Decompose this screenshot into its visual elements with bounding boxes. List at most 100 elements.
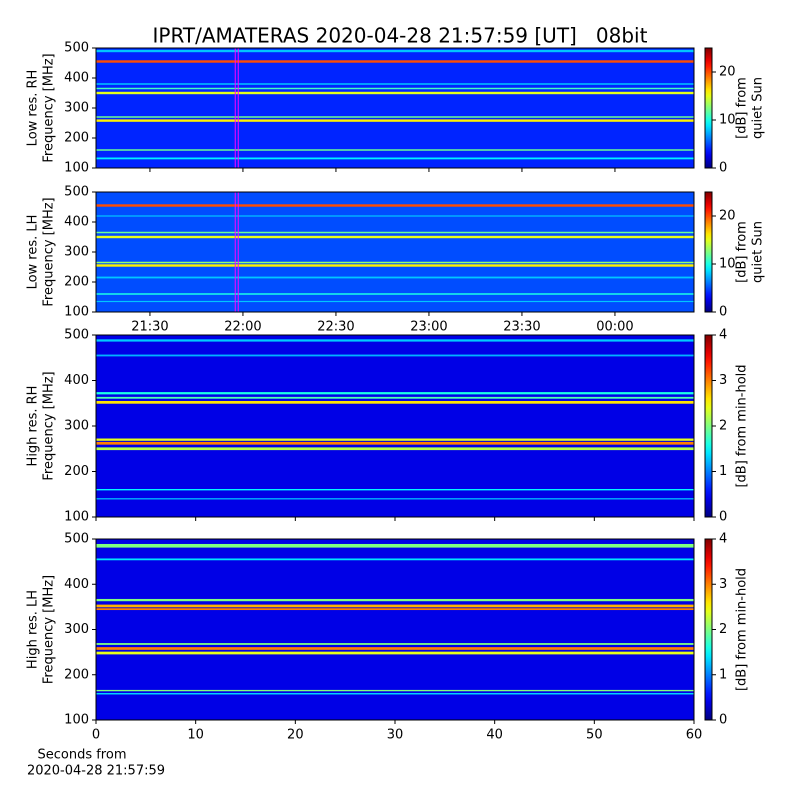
x-tick-label: 22:00: [224, 320, 261, 335]
heatmap-band: [96, 651, 694, 655]
colorbar-tick-label: 1: [719, 667, 727, 682]
heatmap-band: [96, 354, 694, 357]
heatmap-band: [96, 215, 694, 217]
x-tick-label: 60: [686, 728, 703, 743]
y-axis-label: Low res. LH: [26, 215, 41, 290]
colorbar: [704, 191, 713, 313]
x-tick-label: 20: [287, 728, 304, 743]
colorbar-tick-label: 0: [719, 510, 727, 525]
y-axis-label: Frequency [MHz]: [42, 197, 57, 306]
colorbar-tick-label: 0: [719, 161, 727, 176]
y-tick-label: 500: [64, 41, 89, 56]
colorbar-tick-label: 4: [719, 328, 727, 343]
heatmap-band: [96, 87, 694, 90]
heatmap-band: [96, 598, 694, 602]
x-tick-label: 40: [486, 728, 503, 743]
heatmap-band: [96, 400, 694, 404]
heatmap-band: [96, 689, 694, 692]
y-tick-label: 500: [64, 185, 89, 200]
heatmap-band: [96, 235, 694, 239]
colorbar-tick-label: 10: [719, 113, 736, 128]
heatmap-band: [96, 396, 694, 399]
heatmap-band: [96, 608, 694, 611]
x-tick-label: 10: [187, 728, 204, 743]
heatmap-background: [96, 335, 694, 517]
y-tick-label: 300: [64, 622, 89, 637]
y-tick-label: 100: [64, 713, 89, 728]
heatmap-band: [96, 438, 694, 441]
heatmap-background: [96, 539, 694, 720]
heatmap-band: [96, 339, 694, 342]
colorbar-tick-label: 2: [719, 622, 727, 637]
heatmap-band: [96, 441, 694, 445]
y-tick-label: 300: [64, 101, 89, 116]
figure-title: IPRT/AMATERAS 2020-04-28 21:57:59 [UT] 0…: [153, 24, 648, 48]
heatmap-band: [96, 647, 694, 650]
heatmap-band: [96, 300, 694, 303]
heatmap-band: [96, 293, 694, 295]
heatmap-band: [96, 489, 694, 491]
x-tick-label: 30: [387, 728, 404, 743]
heatmap-band: [96, 119, 694, 122]
y-axis-label: Low res. RH: [26, 70, 41, 147]
colorbar-tick-label: 0: [719, 713, 727, 728]
colorbar-tick-label: 3: [719, 577, 727, 592]
colorbar-label: [dB] from: [735, 221, 750, 283]
x-tick-label: 22:30: [317, 320, 354, 335]
colorbar-label: [dB] from min-hold: [735, 568, 750, 691]
heatmap-band: [96, 149, 694, 151]
y-tick-label: 500: [64, 328, 89, 343]
y-axis-label: Frequency [MHz]: [42, 575, 57, 684]
y-tick-label: 500: [64, 532, 89, 547]
x-axis-label: Seconds from: [37, 748, 126, 763]
colorbar-tick-label: 2: [719, 419, 727, 434]
heatmap-band: [96, 261, 694, 264]
x-tick-label: 21:30: [131, 320, 168, 335]
heatmap-background: [96, 48, 694, 168]
y-axis-label: High res. LH: [26, 590, 41, 669]
colorbar: [704, 538, 713, 721]
heatmap-band: [96, 498, 694, 500]
colorbar-label: quiet Sun: [751, 77, 766, 139]
heatmap-band: [96, 157, 694, 160]
heatmap-band: [96, 83, 694, 85]
heatmap-band: [96, 447, 694, 451]
y-tick-label: 100: [64, 305, 89, 320]
x-tick-label: 0: [92, 728, 100, 743]
y-axis-label: High res. RH: [26, 386, 41, 467]
x-tick-label: 00:00: [596, 320, 633, 335]
colorbar-tick-label: 10: [719, 257, 736, 272]
colorbar-label: quiet Sun: [751, 221, 766, 283]
heatmap-background: [96, 192, 694, 312]
y-tick-label: 100: [64, 161, 89, 176]
y-axis-label: Frequency [MHz]: [42, 53, 57, 162]
colorbar-tick-label: 20: [719, 209, 736, 224]
heatmap-band: [96, 264, 694, 267]
colorbar-tick-label: 20: [719, 65, 736, 80]
heatmap-band: [96, 231, 694, 234]
y-tick-label: 100: [64, 510, 89, 525]
colorbar: [704, 47, 713, 169]
x-tick-label: 23:30: [503, 320, 540, 335]
heatmap-band: [96, 604, 694, 608]
y-tick-label: 400: [64, 71, 89, 86]
colorbar-tick-label: 3: [719, 373, 727, 388]
colorbar-tick-label: 4: [719, 532, 727, 547]
colorbar-label: [dB] from: [735, 77, 750, 139]
y-tick-label: 200: [64, 275, 89, 290]
y-tick-label: 400: [64, 215, 89, 230]
heatmap-band: [96, 116, 694, 118]
colorbar-label: [dB] from min-hold: [735, 364, 750, 487]
y-tick-label: 400: [64, 373, 89, 388]
y-tick-label: 300: [64, 245, 89, 260]
y-tick-label: 200: [64, 131, 89, 146]
colorbar: [704, 334, 713, 518]
x-axis-label: 2020-04-28 21:57:59: [27, 764, 165, 779]
heatmap-band: [96, 276, 694, 279]
y-axis-label: Frequency [MHz]: [42, 371, 57, 480]
heatmap-band: [96, 49, 694, 53]
heatmap-band: [96, 693, 694, 695]
heatmap-band: [96, 558, 694, 561]
y-tick-label: 300: [64, 419, 89, 434]
